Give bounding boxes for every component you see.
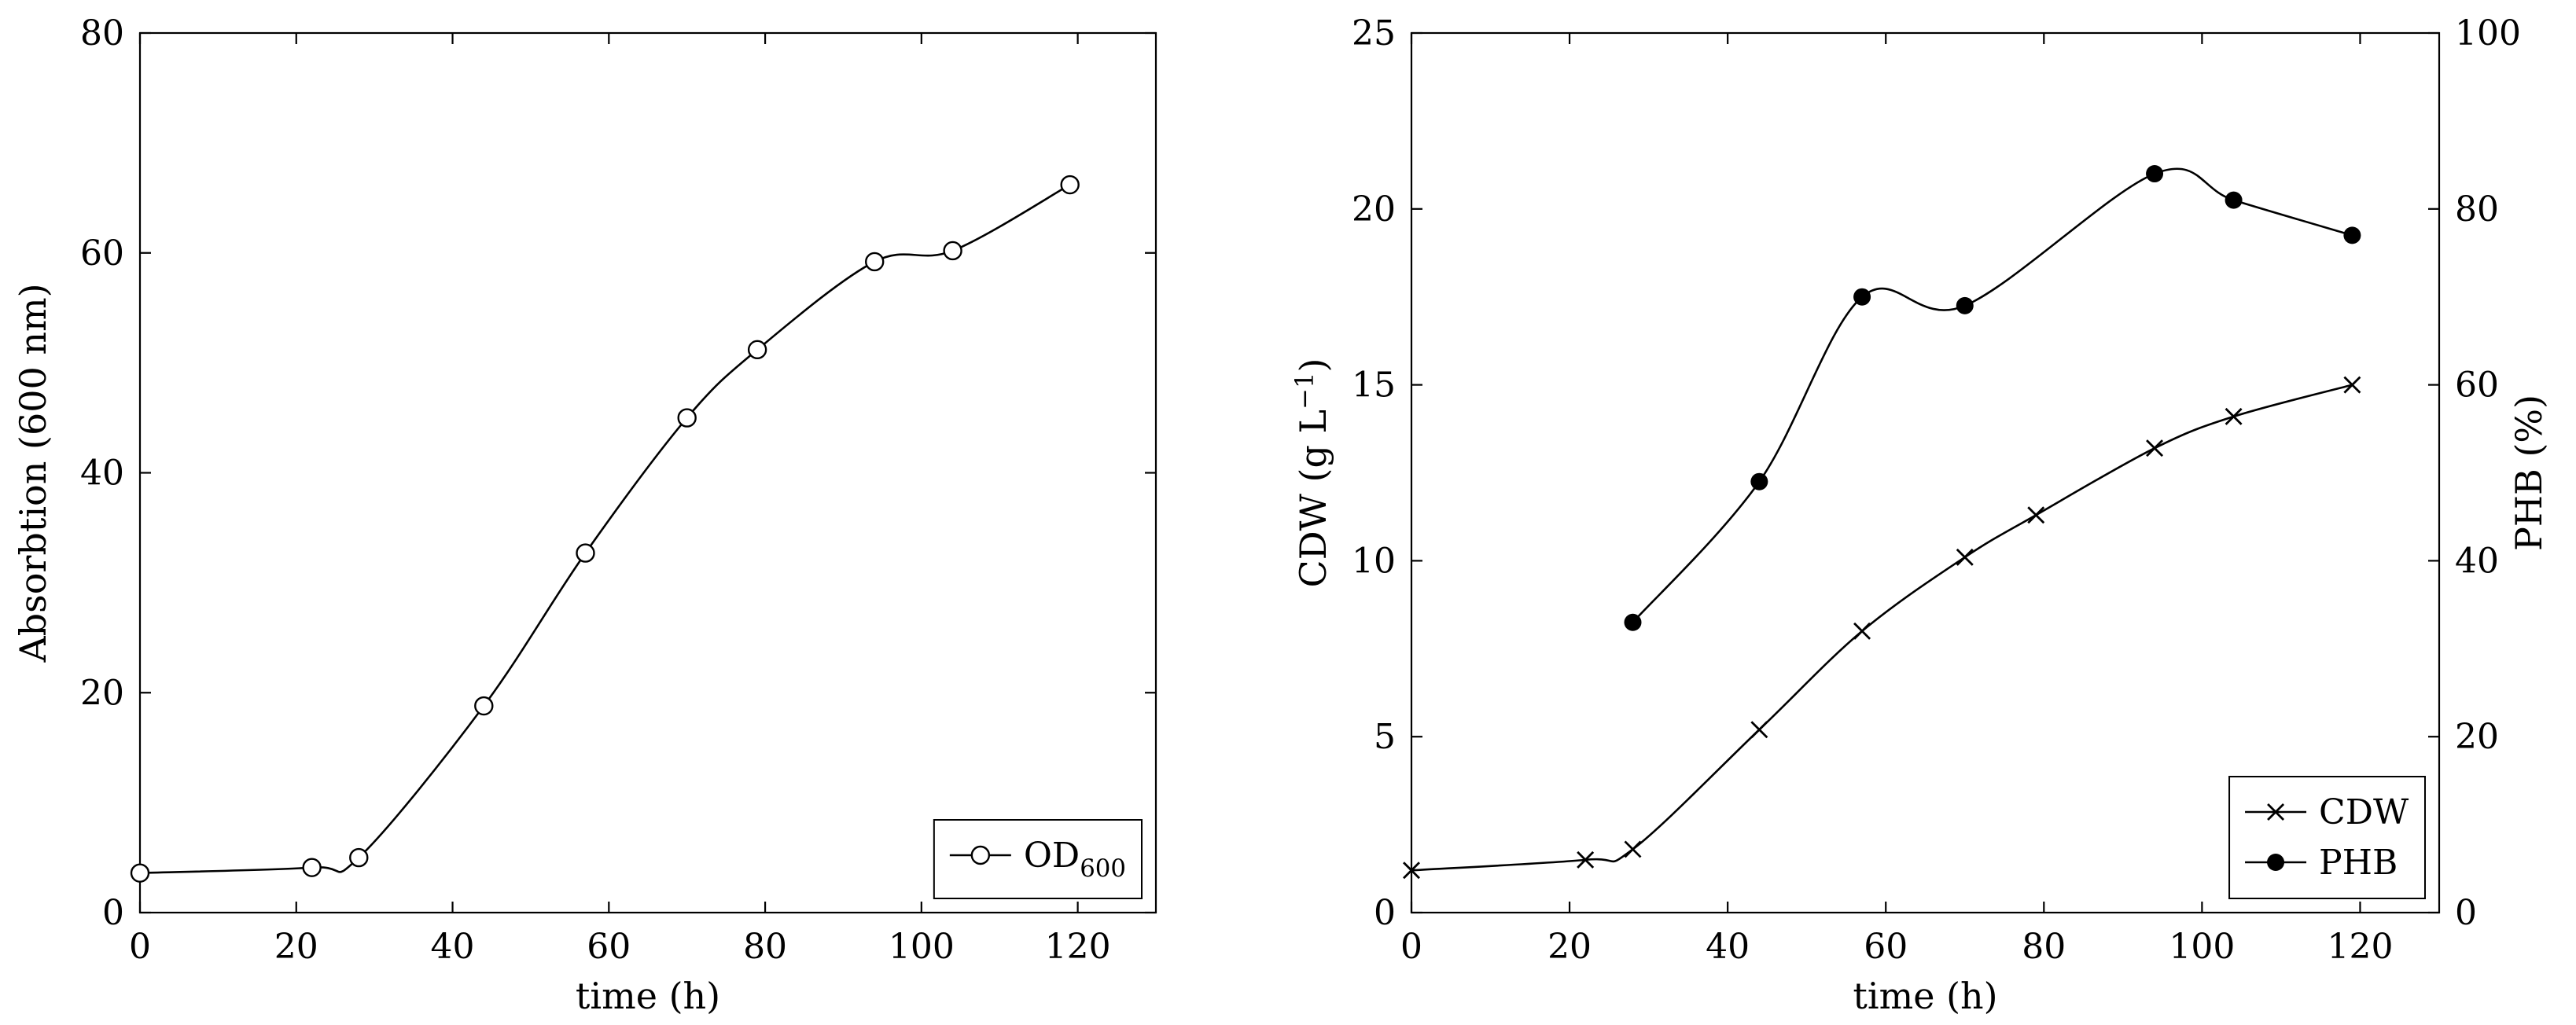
svg-text:20: 20 — [1547, 927, 1592, 967]
svg-text:60: 60 — [587, 927, 631, 967]
svg-text:60: 60 — [1864, 927, 1908, 967]
svg-text:20: 20 — [2455, 717, 2499, 757]
svg-text:60: 60 — [80, 233, 124, 274]
svg-text:60: 60 — [2455, 366, 2499, 406]
svg-text:40: 40 — [80, 454, 124, 494]
svg-text:100: 100 — [2169, 927, 2235, 967]
svg-text:0: 0 — [129, 927, 151, 967]
absorption-chart-svg: 0 20 40 60 80 100 120 0 20 40 60 80 time (h) Absorbti… — [12, 13, 1157, 1017]
svg-text:5: 5 — [1374, 717, 1396, 757]
svg-text:CDW (g L−1): CDW (g L−1) — [1290, 358, 1334, 588]
svg-text:0: 0 — [1400, 927, 1422, 967]
svg-text:CDW: CDW — [2319, 792, 2409, 832]
svg-text:20: 20 — [274, 927, 318, 967]
svg-text:PHB (%): PHB (%) — [2508, 395, 2550, 551]
svg-text:100: 100 — [889, 927, 955, 967]
legend: CDW PHB — [2228, 776, 2426, 899]
svg-text:0: 0 — [2455, 893, 2477, 933]
svg-text:80: 80 — [2455, 189, 2499, 230]
svg-text:80: 80 — [2022, 927, 2066, 967]
svg-text:120: 120 — [2327, 927, 2393, 967]
svg-text:80: 80 — [80, 13, 124, 53]
cdw-phb-chart-svg: 0 20 40 60 80 100 120 0 5 10 15 20 25 0 20 40 60 80 100 tim… — [1290, 13, 2550, 1017]
svg-text:25: 25 — [1352, 13, 1396, 53]
svg-text:time (h): time (h) — [1853, 975, 1997, 1017]
svg-text:40: 40 — [431, 927, 475, 967]
svg-text:120: 120 — [1045, 927, 1111, 967]
svg-text:15: 15 — [1352, 366, 1396, 406]
svg-text:20: 20 — [80, 673, 124, 713]
svg-text:0: 0 — [1374, 893, 1396, 933]
cdw-phb-chart: 0 20 40 60 80 100 120 0 5 10 15 20 25 0 20 40 60 80 100 tim… — [1288, 0, 2576, 1025]
svg-text:OD600: OD600 — [1024, 836, 1126, 883]
svg-text:10: 10 — [1352, 541, 1396, 581]
svg-text:100: 100 — [2455, 13, 2521, 53]
absorption-chart: 0 20 40 60 80 100 120 0 20 40 60 80 time (h) Absorbti… — [12, 13, 1157, 1017]
svg-text:Absorbtion (600 nm): Absorbtion (600 nm) — [12, 283, 54, 663]
svg-text:80: 80 — [743, 927, 787, 967]
legend: OD600 — [933, 819, 1143, 899]
svg-text:PHB: PHB — [2319, 843, 2398, 883]
svg-text:20: 20 — [1352, 189, 1396, 230]
svg-text:time (h): time (h) — [576, 975, 720, 1017]
svg-text:0: 0 — [102, 893, 124, 933]
svg-text:40: 40 — [1706, 927, 1750, 967]
svg-text:40: 40 — [2455, 541, 2499, 581]
